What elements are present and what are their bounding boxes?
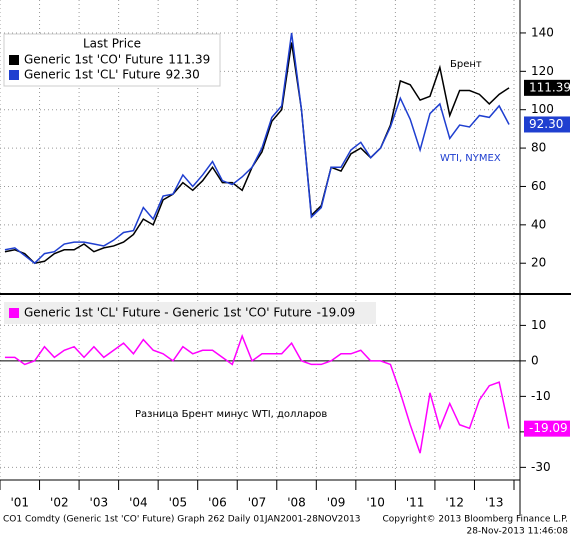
y-tick-label: 20 (531, 256, 546, 270)
x-tick-label: '06 (208, 496, 227, 510)
x-tick-label: '08 (287, 496, 306, 510)
x-tick-label: '10 (366, 496, 385, 510)
footer-timestamp: 28-Nov-2013 11:46:08 (467, 527, 569, 537)
legend-box (4, 302, 376, 324)
legend-label: Generic 1st 'CL' Future (24, 68, 160, 82)
x-tick-label: '05 (169, 496, 188, 510)
last-value-label: -19.09 (529, 421, 568, 435)
x-tick-label: '03 (90, 496, 109, 510)
x-tick-label: '04 (129, 496, 148, 510)
legend-box (3, 33, 221, 87)
y-tick-label: 100 (531, 102, 554, 116)
y-tick-label: -10 (531, 389, 551, 403)
legend-swatch (9, 55, 19, 65)
series-line (4, 32, 510, 265)
annotation: Брент (450, 59, 482, 70)
footer-copyright: Copyright© 2013 Bloomberg Finance L.P. (383, 515, 568, 525)
last-value-tag (524, 116, 570, 133)
legend-value: 92.30 (165, 68, 199, 82)
x-tick-label: '07 (248, 496, 267, 510)
legend-title: Last Price (83, 37, 141, 51)
footer-left: CO1 Comdty (Generic 1st 'CO' Future) Gra… (3, 515, 361, 525)
y-tick-label: 140 (531, 25, 554, 39)
legend-label: Generic 1st 'CL' Future - Generic 1st 'C… (24, 306, 312, 320)
last-value-label: 92.30 (529, 117, 563, 131)
x-tick-label: '13 (485, 496, 504, 510)
legend-value: -19.09 (317, 306, 356, 320)
y-tick-label: 10 (531, 318, 546, 332)
x-tick-label: '02 (50, 496, 69, 510)
y-tick-label: 120 (531, 64, 554, 78)
annotation: WTI, NYMEX (440, 153, 501, 164)
x-tick-label: '01 (10, 496, 29, 510)
x-tick-label: '12 (445, 496, 464, 510)
series-line (4, 333, 510, 454)
last-value-label: 111.39 (529, 80, 571, 94)
y-tick-label: 60 (531, 179, 546, 193)
series-line (4, 42, 510, 265)
last-value-tag (524, 79, 570, 96)
y-tick-label: -30 (531, 460, 551, 474)
y-tick-label: 80 (531, 141, 546, 155)
last-value-tag (524, 420, 570, 437)
y-tick-label: 0 (531, 353, 539, 367)
y-tick-label: 40 (531, 217, 546, 231)
legend-label: Generic 1st 'CO' Future (24, 53, 163, 67)
x-tick-label: '09 (327, 496, 346, 510)
annotation: Разница Брент минус WTI, долларов (135, 409, 327, 420)
legend-value: 111.39 (168, 53, 210, 67)
legend-swatch (9, 70, 19, 80)
legend-swatch (9, 308, 19, 318)
x-tick-label: '11 (406, 496, 425, 510)
